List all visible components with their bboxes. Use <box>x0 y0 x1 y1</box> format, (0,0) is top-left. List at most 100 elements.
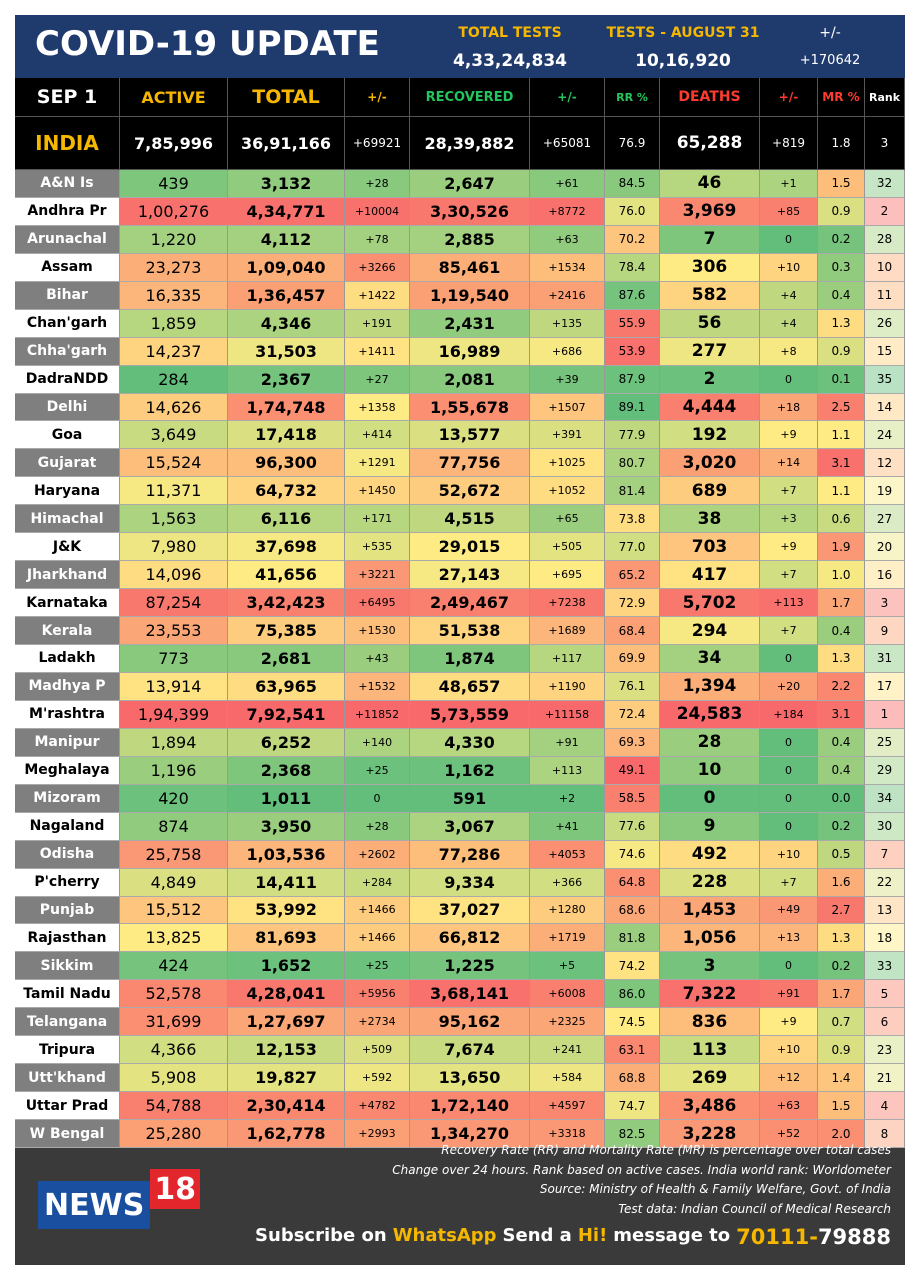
cell: 25,280 <box>120 1120 228 1148</box>
tests-value: 4,33,24,834 <box>452 51 567 71</box>
cell: 1,894 <box>120 728 228 757</box>
cell: 69.9 <box>605 645 660 673</box>
cell: 1,056 <box>660 924 760 953</box>
cell: 34 <box>660 645 760 673</box>
state-name: Tamil Nadu <box>15 980 120 1009</box>
india-cell: 3 <box>865 117 905 170</box>
cell: +1190 <box>530 672 605 701</box>
cell: 28 <box>660 728 760 757</box>
cell: 21 <box>865 1064 905 1093</box>
cell: +584 <box>530 1064 605 1093</box>
cell: 16,335 <box>120 281 228 310</box>
cell: 30 <box>865 812 905 841</box>
cell: 1.7 <box>818 980 865 1009</box>
cell: 2 <box>865 197 905 226</box>
cell: 3,950 <box>228 812 345 841</box>
cell: 25,758 <box>120 840 228 869</box>
cell: +14 <box>760 449 818 478</box>
state-name: Kerala <box>15 617 120 646</box>
cell: 0 <box>760 365 818 394</box>
column-header: RR % <box>605 78 660 117</box>
cell: 87.6 <box>605 281 660 310</box>
cell: 81.4 <box>605 477 660 506</box>
cell: +117 <box>530 645 605 673</box>
cell: 0.2 <box>818 225 865 254</box>
column-header: DEATHS <box>660 78 760 117</box>
cell: 2.5 <box>818 393 865 422</box>
cell: 54,788 <box>120 1092 228 1121</box>
cell: 27,143 <box>410 561 530 590</box>
column-header: TOTAL <box>228 78 345 117</box>
column-header: Rank <box>865 78 905 117</box>
cell: 95,162 <box>410 1008 530 1037</box>
cell: 8 <box>865 1120 905 1148</box>
cell: 0.2 <box>818 952 865 981</box>
cell: 703 <box>660 533 760 562</box>
cell: +91 <box>760 980 818 1009</box>
phone: 70111- <box>736 1225 818 1249</box>
cell: 1,874 <box>410 645 530 673</box>
cell: 17 <box>865 672 905 701</box>
text: Subscribe on <box>255 1225 387 1246</box>
cell: 3,020 <box>660 449 760 478</box>
cell: +85 <box>760 197 818 226</box>
cell: 29 <box>865 756 905 785</box>
cell: +6008 <box>530 980 605 1009</box>
text: WhatsApp <box>392 1225 497 1246</box>
cell: +1534 <box>530 253 605 282</box>
cell: 1,220 <box>120 225 228 254</box>
cell: 75,385 <box>228 617 345 646</box>
cell: 1,652 <box>228 952 345 981</box>
cell: +39 <box>530 365 605 394</box>
cell: 38 <box>660 505 760 534</box>
state-name: Punjab <box>15 896 120 925</box>
cell: +509 <box>345 1036 410 1065</box>
cell: 1.6 <box>818 868 865 897</box>
cell: 5,702 <box>660 589 760 618</box>
cell: 1,00,276 <box>120 197 228 226</box>
cell: 1.9 <box>818 533 865 562</box>
cell: 7 <box>865 840 905 869</box>
cell: +1358 <box>345 393 410 422</box>
cell: 1,74,748 <box>228 393 345 422</box>
india-cell: +69921 <box>345 117 410 170</box>
cell: 29,015 <box>410 533 530 562</box>
cell: 37,027 <box>410 896 530 925</box>
cell: 16 <box>865 561 905 590</box>
cell: 14,411 <box>228 868 345 897</box>
cell: 2,368 <box>228 756 345 785</box>
cell: 3,132 <box>228 170 345 198</box>
cell: 17,418 <box>228 421 345 450</box>
column-header: ACTIVE <box>120 78 228 117</box>
cell: 2,647 <box>410 170 530 198</box>
cell: 9,334 <box>410 868 530 897</box>
cell: +1422 <box>345 281 410 310</box>
india-cell: 7,85,996 <box>120 117 228 170</box>
cell: +366 <box>530 868 605 897</box>
text: Hi! <box>577 1225 608 1246</box>
cell: 1,225 <box>410 952 530 981</box>
cell: 0 <box>760 756 818 785</box>
cell: +2993 <box>345 1120 410 1148</box>
cell: 64.8 <box>605 868 660 897</box>
cell: +5956 <box>345 980 410 1009</box>
cell: +3318 <box>530 1120 605 1148</box>
footer: Recovery Rate (RR) and Mortality Rate (M… <box>15 1133 905 1265</box>
cell: 6 <box>865 1008 905 1037</box>
logo-18: 18 <box>150 1169 201 1209</box>
cell: +25 <box>345 756 410 785</box>
cell: +695 <box>530 561 605 590</box>
cell: +9 <box>760 533 818 562</box>
cell: +6495 <box>345 589 410 618</box>
cell: 2,681 <box>228 645 345 673</box>
cell: +7 <box>760 868 818 897</box>
cell: 3,68,141 <box>410 980 530 1009</box>
cell: +414 <box>345 421 410 450</box>
state-name: A&N Is <box>15 170 120 198</box>
cell: 6,116 <box>228 505 345 534</box>
cell: +1291 <box>345 449 410 478</box>
cell: +9 <box>760 421 818 450</box>
cell: 68.8 <box>605 1064 660 1093</box>
cell: 0.1 <box>818 365 865 394</box>
